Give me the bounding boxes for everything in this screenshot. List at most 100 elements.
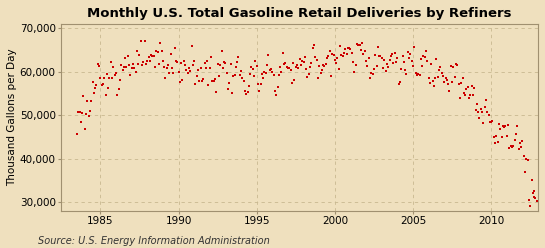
Point	[370, 67, 378, 71]
Point	[461, 93, 469, 97]
Point	[128, 66, 136, 70]
Point	[100, 76, 108, 80]
Point	[477, 110, 486, 114]
Point	[373, 45, 382, 49]
Point	[440, 80, 449, 84]
Point	[386, 54, 395, 58]
Point	[161, 76, 170, 80]
Point	[399, 60, 408, 64]
Point	[504, 123, 512, 127]
Point	[473, 102, 481, 106]
Point	[427, 62, 435, 66]
Point	[249, 67, 257, 71]
Point	[469, 93, 477, 97]
Point	[487, 120, 495, 124]
Point	[255, 89, 264, 93]
Point	[337, 53, 346, 57]
Point	[509, 144, 518, 148]
Point	[388, 52, 397, 56]
Point	[424, 76, 433, 80]
Point	[119, 65, 128, 69]
Point	[169, 71, 178, 75]
Point	[467, 84, 476, 88]
Point	[360, 49, 369, 53]
Point	[401, 68, 409, 72]
Point	[352, 62, 360, 66]
Point	[418, 64, 427, 68]
Point	[505, 146, 514, 150]
Point	[433, 75, 442, 79]
Point	[420, 56, 429, 60]
Point	[311, 56, 320, 60]
Point	[341, 47, 350, 51]
Point	[396, 80, 404, 84]
Point	[428, 79, 437, 83]
Point	[202, 66, 210, 70]
Point	[282, 65, 291, 69]
Point	[98, 83, 106, 87]
Point	[329, 53, 338, 57]
Point	[458, 76, 467, 80]
Point	[346, 47, 355, 51]
Point	[382, 69, 390, 73]
Point	[289, 61, 298, 65]
Point	[379, 66, 387, 70]
Point	[325, 49, 334, 53]
Point	[431, 76, 439, 80]
Point	[160, 65, 168, 69]
Point	[350, 70, 359, 74]
Point	[93, 62, 102, 66]
Point	[242, 92, 251, 96]
Point	[390, 51, 399, 55]
Title: Monthly U.S. Total Gasoline Retail Deliveries by Refiners: Monthly U.S. Total Gasoline Retail Deliv…	[87, 7, 512, 20]
Point	[226, 62, 235, 66]
Point	[102, 72, 111, 76]
Text: Source: U.S. Energy Information Administration: Source: U.S. Energy Information Administ…	[38, 236, 270, 246]
Point	[76, 120, 85, 124]
Point	[209, 79, 218, 83]
Point	[114, 87, 123, 91]
Point	[445, 89, 454, 93]
Point	[235, 73, 244, 77]
Point	[263, 63, 271, 67]
Point	[203, 60, 211, 63]
Point	[296, 63, 305, 67]
Point	[215, 74, 223, 78]
Point	[88, 80, 97, 84]
Point	[80, 127, 89, 131]
Point	[143, 59, 152, 63]
Point	[413, 73, 421, 77]
Point	[267, 67, 275, 71]
Point	[293, 63, 301, 67]
Point	[310, 43, 318, 47]
Point	[486, 120, 494, 124]
Point	[253, 83, 262, 87]
Point	[277, 69, 286, 73]
Point	[295, 57, 304, 61]
Point	[383, 62, 391, 66]
Point	[343, 46, 352, 50]
Point	[95, 64, 104, 68]
Point	[398, 54, 407, 58]
Point	[475, 117, 484, 121]
Point	[294, 66, 302, 70]
Point	[507, 145, 516, 149]
Point	[333, 56, 342, 60]
Point	[222, 71, 231, 75]
Point	[422, 49, 431, 53]
Point	[395, 82, 403, 86]
Point	[234, 55, 243, 59]
Point	[140, 39, 149, 43]
Point	[285, 65, 294, 69]
Point	[229, 74, 238, 78]
Point	[99, 82, 107, 86]
Point	[302, 67, 311, 71]
Point	[403, 50, 412, 54]
Point	[177, 61, 185, 65]
Point	[121, 56, 130, 60]
Point	[179, 59, 188, 62]
Point	[104, 86, 112, 90]
Point	[366, 76, 374, 80]
Point	[342, 52, 351, 56]
Point	[165, 71, 174, 75]
